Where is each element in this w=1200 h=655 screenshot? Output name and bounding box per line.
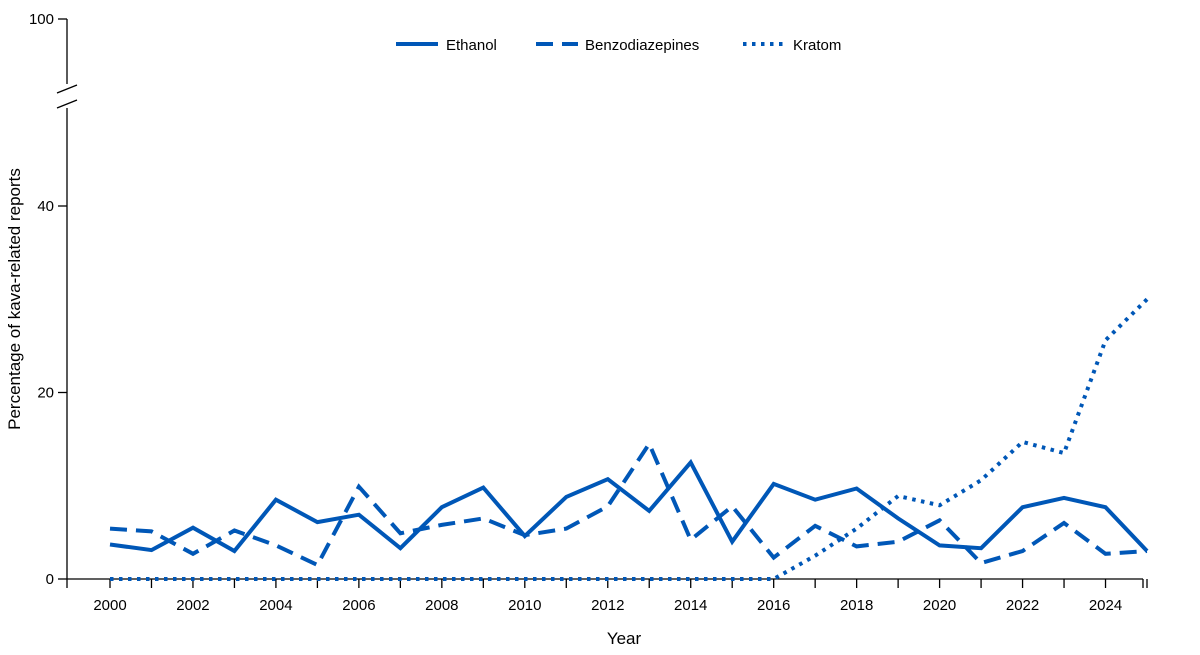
- x-tick-label: 2004: [259, 597, 292, 614]
- legend-label: Benzodiazepines: [585, 37, 699, 54]
- x-tick-label: 2012: [591, 597, 624, 614]
- x-tick-label: 2022: [1006, 597, 1039, 614]
- axis-break-mark: [56, 99, 78, 109]
- x-tick-label: 2002: [176, 597, 209, 614]
- series-line-ethanol: [109, 458, 1149, 554]
- x-tick-label: 2016: [757, 597, 790, 614]
- legend-item-ethanol: Ethanol: [396, 37, 497, 54]
- legend-label: Kratom: [793, 37, 841, 54]
- x-tick-label: 2018: [840, 597, 873, 614]
- legend-item-kratom: Kratom: [743, 37, 841, 54]
- legend-label: Ethanol: [446, 37, 497, 54]
- x-axis-label: Year: [607, 629, 642, 648]
- y-tick-label: 20: [37, 385, 54, 402]
- axes: 0 20 40 100 2000 2002 2004 2006 2008 2010 2012 2014…: [29, 11, 1148, 614]
- y-tick-label: 40: [37, 198, 54, 215]
- legend-item-benzodiazepines: Benzodiazepines: [536, 37, 699, 54]
- x-tick-label: 2008: [425, 597, 458, 614]
- series-layer: [109, 297, 1149, 581]
- y-axis-label: Percentage of kava-related reports: [5, 168, 24, 430]
- x-tick-label: 2006: [342, 597, 375, 614]
- x-tick-label: 2010: [508, 597, 541, 614]
- series-line-benzodiazepines: [109, 439, 1148, 568]
- series-line-kratom: [110, 297, 1149, 581]
- legend: Ethanol Benzodiazepines Kratom: [396, 37, 841, 54]
- y-tick-label: 0: [46, 571, 54, 588]
- x-tick-label: 2024: [1089, 597, 1122, 614]
- x-tick-label: 2020: [923, 597, 956, 614]
- axis-break-mark: [56, 84, 78, 94]
- x-tick-label: 2014: [674, 597, 707, 614]
- x-tick-label: 2000: [93, 597, 126, 614]
- y-tick-label: 100: [29, 11, 54, 28]
